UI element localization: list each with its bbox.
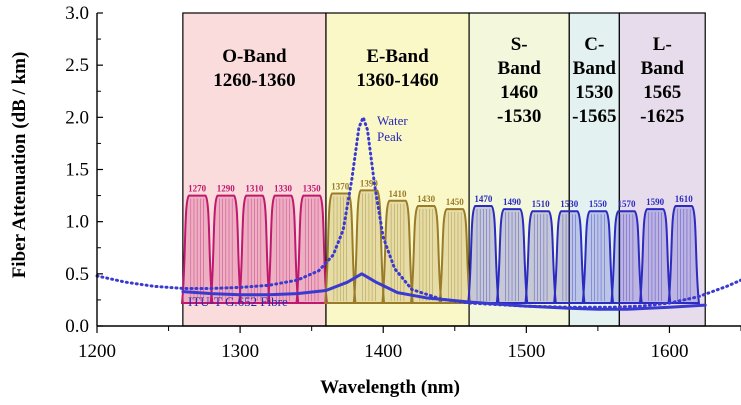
channel-label: 1290 xyxy=(217,184,236,194)
water-peak-curve xyxy=(95,115,741,309)
band-label: -1565 xyxy=(572,106,616,127)
x-axis-label: Wavelength (nm) xyxy=(320,377,460,398)
cwdm-channels: 1270 1290 1310 1330 1350 1370 1390 1410 1430 1450… xyxy=(180,178,701,305)
band-label: L- xyxy=(653,34,672,55)
band-label: Band xyxy=(573,58,617,79)
water-peak-label: Peak xyxy=(377,129,403,144)
x-tick-label: 1500 xyxy=(507,341,545,362)
y-tick-label: 0.5 xyxy=(65,264,89,285)
band-label: S- xyxy=(511,34,528,55)
channel-label: 1490 xyxy=(503,197,522,207)
x-tick-label: 1300 xyxy=(221,341,259,362)
channel-label: 1510 xyxy=(532,199,551,209)
channel-label: 1330 xyxy=(274,184,293,194)
y-tick-label: 2.0 xyxy=(65,107,89,128)
channel-label: 1530 xyxy=(560,199,579,209)
band-label: 1530 xyxy=(575,82,613,103)
channel-label: 1370 xyxy=(331,181,350,191)
band-label: Band xyxy=(498,58,542,79)
channel-label: 1410 xyxy=(389,189,408,199)
channel-label: 1430 xyxy=(417,194,436,204)
y-tick-label: 2.5 xyxy=(65,55,89,76)
attenuation-curves xyxy=(95,115,741,311)
x-tick-label: 1200 xyxy=(78,341,116,362)
band-label: Band xyxy=(641,58,685,79)
band-label: E-Band xyxy=(366,46,429,67)
band-label: C- xyxy=(584,34,604,55)
channel-label: 1310 xyxy=(245,184,264,194)
channel-label: 1350 xyxy=(303,184,322,194)
band-label: 1360-1460 xyxy=(356,70,438,91)
band-regions xyxy=(182,12,706,327)
band-label: -1625 xyxy=(640,106,684,127)
y-tick-label: 1.0 xyxy=(65,212,89,233)
water-peak-label: Water xyxy=(377,113,408,128)
fibre-label: ITU-T G.652 Fibre xyxy=(188,294,288,309)
channel-label: 1270 xyxy=(188,184,207,194)
band-label: 1460 xyxy=(500,82,538,103)
channel-label: 1590 xyxy=(646,197,665,207)
x-tick-label: 1600 xyxy=(650,341,688,362)
channel-label: 1550 xyxy=(589,199,608,209)
band-label: -1530 xyxy=(497,106,541,127)
y-tick-label: 1.5 xyxy=(65,160,89,181)
band-label: 1565 xyxy=(643,82,681,103)
channel-label: 1570 xyxy=(618,199,637,209)
channel-label: 1450 xyxy=(446,197,465,207)
y-tick-label: 3.0 xyxy=(65,3,89,24)
band-region xyxy=(618,12,706,327)
axes: 0.0 0.5 1.0 1.5 2.0 2.5 3.0 1200 1300 1400 1500 160… xyxy=(65,3,741,362)
y-tick-label: 0.0 xyxy=(65,316,89,337)
channel-label: 1390 xyxy=(360,178,379,188)
band-label: O-Band xyxy=(222,46,287,67)
channel-label: 1470 xyxy=(474,194,493,204)
y-axis-label: Fiber Attenuation (dB / km) xyxy=(9,52,30,279)
fibre-curve xyxy=(181,272,707,311)
x-tick-label: 1400 xyxy=(364,341,402,362)
band-labels: O-Band 1260-1360 E-Band 1360-1460 S- Band 1460… xyxy=(213,34,684,127)
band-label: 1260-1360 xyxy=(213,70,295,91)
channel-label: 1610 xyxy=(675,194,694,204)
band-region xyxy=(468,12,570,327)
